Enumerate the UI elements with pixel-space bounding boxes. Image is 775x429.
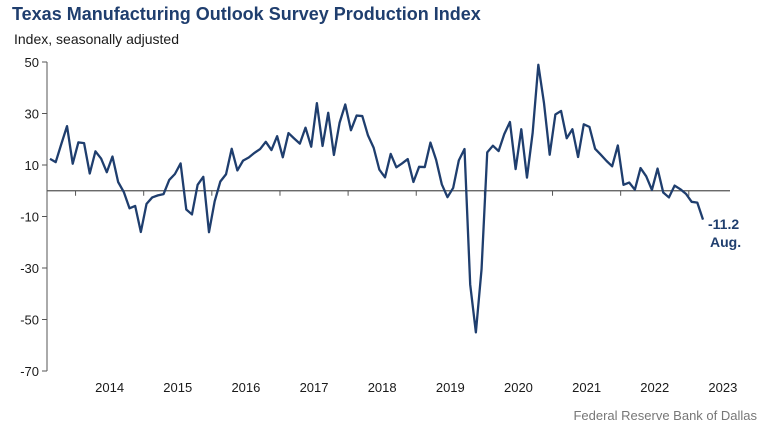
last-month-label: Aug. (710, 234, 741, 250)
x-tick-label: 2015 (163, 380, 192, 395)
source-note: Federal Reserve Bank of Dallas (573, 408, 757, 423)
y-axis: 50 30 10 -10 -30 -50 -70 (20, 55, 48, 379)
series-line (49, 63, 705, 334)
y-tick-label: -70 (20, 364, 39, 379)
x-axis: 2014 2015 2016 2017 2018 2019 2020 2021 2022 2023 (75, 190, 737, 395)
x-tick-label: 2017 (300, 380, 329, 395)
chart-title: Texas Manufacturing Outlook Survey Produ… (12, 4, 481, 24)
last-value-label: -11.2 (708, 216, 739, 232)
x-tick-label: 2019 (436, 380, 465, 395)
y-tick-label: -10 (20, 210, 39, 225)
y-tick-label: -30 (20, 261, 39, 276)
y-tick-label: -50 (20, 313, 39, 328)
y-tick-label: 50 (25, 55, 39, 70)
x-tick-label: 2014 (95, 380, 124, 395)
y-tick-label: 30 (25, 107, 39, 122)
x-tick-label: 2023 (708, 380, 737, 395)
x-tick-label: 2022 (640, 380, 669, 395)
x-tick-label: 2020 (504, 380, 533, 395)
x-tick-label: 2016 (231, 380, 260, 395)
x-tick-label: 2021 (572, 380, 601, 395)
x-tick-label: 2018 (368, 380, 397, 395)
chart-subtitle: Index, seasonally adjusted (14, 31, 179, 47)
y-tick-label: 10 (25, 158, 39, 173)
